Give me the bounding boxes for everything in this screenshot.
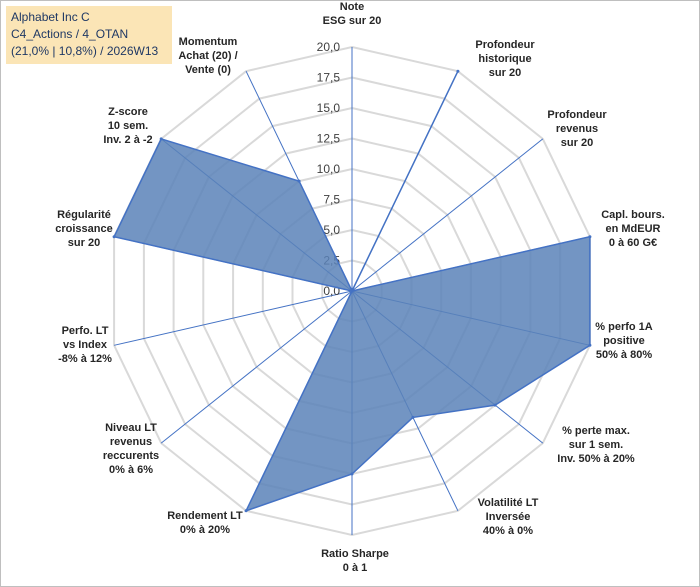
data-point-1 xyxy=(456,69,460,73)
spoke-9 xyxy=(160,290,353,444)
title-line-1: Alphabet Inc C xyxy=(11,10,90,24)
axis-label-2: Profondeur revenus sur 20 xyxy=(547,109,607,149)
axis-label-5: % perte max. sur 1 sem. Inv. 50% à 20% xyxy=(557,425,635,465)
axis-label-4: % perfo 1A positive 50% à 80% xyxy=(595,321,653,361)
spoke-2 xyxy=(351,138,544,292)
title-line-2: C4_Actions / 4_OTAN xyxy=(11,27,129,41)
axis-label-1: Profondeur historique sur 20 xyxy=(475,39,535,79)
radar-axis-labels: Note ESG sur 20 Profondeur historique sur 20… xyxy=(55,1,665,574)
axis-label-6: Volatilité LT Inversée 40% à 0% xyxy=(478,497,539,537)
axis-label-7: Ratio Sharpe 0 à 1 xyxy=(321,548,389,574)
axis-label-12: Z-score 10 sem. Inv. 2 à -2 xyxy=(103,106,152,146)
tick-label: 12,5 xyxy=(317,132,341,146)
axis-label-3: Capl. bours. en MdEUR 0 à 60 G€ xyxy=(601,209,665,249)
tick-label: 10,0 xyxy=(317,162,341,176)
axis-label-8: Rendement LT 0% à 20% xyxy=(167,510,243,536)
title-line-3: (21,0% | 10,8%) / 2026W13 xyxy=(11,44,159,58)
data-point-7 xyxy=(350,472,354,476)
tick-label: 20,0 xyxy=(317,40,341,54)
tick-label: 17,5 xyxy=(317,71,341,85)
spoke-10 xyxy=(113,290,353,346)
data-point-5 xyxy=(493,403,497,407)
data-point-3 xyxy=(588,235,592,239)
data-point-4 xyxy=(588,343,592,347)
tick-label: 5,0 xyxy=(323,223,340,237)
axis-label-0: Note ESG sur 20 xyxy=(323,1,382,27)
data-point-11 xyxy=(112,235,116,239)
chart-title-box: Alphabet Inc C C4_Actions / 4_OTAN (21,0… xyxy=(6,6,172,64)
axis-label-10: Perfo. LT vs Index -8% à 12% xyxy=(58,325,112,365)
radar-series xyxy=(112,69,592,513)
axis-label-13: Momentum Achat (20) / Vente (0) xyxy=(178,36,237,76)
tick-label: 15,0 xyxy=(317,101,341,115)
data-point-8 xyxy=(244,509,248,513)
data-point-6 xyxy=(411,415,415,419)
data-point-12 xyxy=(159,137,163,141)
tick-label: 7,5 xyxy=(323,193,340,207)
axis-label-11: Régularité croissance sur 20 xyxy=(55,209,112,249)
data-point-13 xyxy=(297,179,301,183)
axis-label-9: Niveau LT revenus reccurents 0% à 6% xyxy=(103,422,159,476)
data-point-10 xyxy=(350,289,354,293)
